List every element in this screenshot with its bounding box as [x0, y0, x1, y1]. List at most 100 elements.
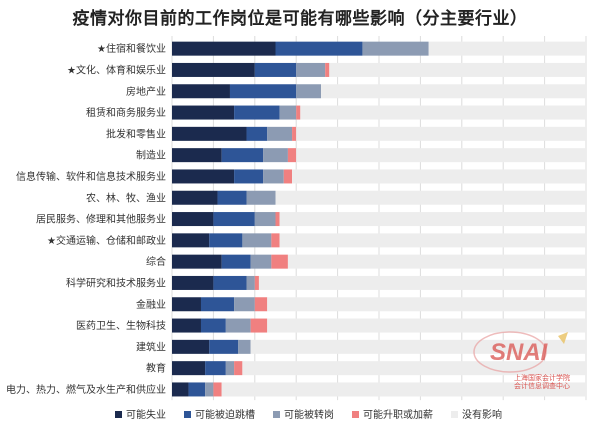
bar-segment — [234, 361, 243, 376]
category-label: 建筑业 — [136, 340, 166, 353]
bar-segment — [225, 361, 235, 376]
bar-segment — [267, 126, 293, 141]
bar-segment — [172, 169, 235, 184]
bar-segment — [213, 382, 222, 397]
bar-segment — [267, 318, 586, 333]
bar-segment — [296, 126, 586, 141]
legend-swatch — [184, 411, 191, 418]
category-label: 居民服务、修理和其他服务业 — [36, 213, 166, 226]
bar-segment — [287, 254, 586, 269]
bar-segment — [263, 148, 288, 163]
legend-swatch — [451, 411, 458, 418]
bar-segment — [172, 148, 222, 163]
bar-segment — [279, 105, 297, 120]
bar-segment — [275, 190, 586, 205]
bar-segment — [275, 212, 280, 227]
category-label: 医药卫生、生物科技 — [76, 319, 166, 332]
bar-segment — [172, 339, 210, 354]
category-label: 制造业 — [136, 149, 166, 162]
bar-segment — [213, 212, 255, 227]
bar-segment — [292, 126, 297, 141]
category-label: 教育 — [146, 362, 166, 375]
bar-segment — [200, 297, 235, 312]
bar-segment — [267, 297, 586, 312]
bar-segment — [296, 105, 301, 120]
bar-segment — [428, 41, 586, 56]
bar-segment — [279, 212, 586, 227]
bar-segment — [172, 84, 230, 99]
bar-segment — [254, 212, 276, 227]
bar-segment — [234, 297, 255, 312]
legend-label: 可能失业 — [126, 408, 166, 421]
bar-segment — [329, 62, 586, 77]
bar-segment — [172, 254, 222, 269]
bar-segment — [283, 169, 293, 184]
category-label: 批发和零售业 — [106, 127, 166, 140]
bar-segment — [221, 382, 586, 397]
legend-label: 没有影响 — [462, 408, 502, 421]
bar-segment — [279, 233, 586, 248]
bar-segment — [250, 254, 272, 269]
bar-segment — [238, 339, 251, 354]
bar-segment — [217, 190, 247, 205]
bar-segment — [246, 190, 276, 205]
bar-segment — [246, 126, 268, 141]
bar-segment — [325, 62, 330, 77]
legend-swatch — [352, 411, 359, 418]
logo-text: SNAI — [490, 339, 549, 366]
category-labels: ★住宿和餐饮业 ★文化、体育和娱乐业房地产业租赁和商务服务业批发和零售业制造业信息… — [6, 42, 166, 396]
bar-segment — [213, 275, 247, 290]
bar-segment — [221, 148, 264, 163]
bar-segment — [271, 254, 288, 269]
category-label: 信息传输、软件和信息技术服务业 — [16, 170, 166, 183]
legend: 可能失业 可能被迫跳槽 可能被转岗 可能升职或加薪 没有影响 — [115, 408, 502, 421]
legend-label: 可能升职或加薪 — [363, 408, 433, 421]
bars — [172, 41, 586, 397]
bar-segment — [254, 297, 268, 312]
bar-segment — [296, 62, 326, 77]
bar-segment — [242, 233, 272, 248]
bar-segment — [205, 361, 226, 376]
bar-segment — [188, 382, 206, 397]
legend-label: 可能被转岗 — [284, 408, 334, 421]
bar-segment — [250, 339, 586, 354]
bar-segment — [172, 233, 210, 248]
bar-segment — [250, 318, 268, 333]
bar-segment — [172, 62, 255, 77]
bar-segment — [296, 84, 322, 99]
bar-segment — [234, 169, 264, 184]
chart-title: 疫情对你目前的工作岗位是可能有哪些影响（分主要行业） — [72, 9, 528, 29]
bar-segment — [172, 212, 214, 227]
bar-segment — [172, 190, 218, 205]
legend-swatch — [115, 411, 122, 418]
bar-segment — [258, 275, 586, 290]
bar-segment — [246, 275, 255, 290]
bar-segment — [234, 105, 280, 120]
legend-label: 可能被迫跳槽 — [195, 408, 255, 421]
bar-segment — [172, 318, 201, 333]
bar-segment — [271, 233, 280, 248]
bar-segment — [209, 339, 239, 354]
category-label: ★住宿和餐饮业 — [97, 42, 166, 55]
category-label: 电力、热力、燃气及水生产和供应业 — [6, 383, 166, 396]
category-label: 综合 — [146, 255, 166, 268]
watermark-caption: 上海国家会计学院 会计信息调查中心 — [492, 374, 592, 390]
category-label: ★交通运输、仓储和邮政业 — [47, 234, 166, 247]
bar-segment — [263, 169, 284, 184]
bar-segment — [292, 169, 586, 184]
watermark-caption-line2: 会计信息调查中心 — [514, 382, 570, 390]
bar-segment — [172, 297, 201, 312]
bar-segment — [321, 84, 586, 99]
category-label: 房地产业 — [126, 85, 166, 98]
legend-swatch — [273, 411, 280, 418]
bar-segment — [254, 275, 259, 290]
bar-segment — [225, 318, 251, 333]
watermark-caption-line1: 上海国家会计学院 — [514, 374, 570, 382]
bar-segment — [275, 41, 363, 56]
bar-segment — [287, 148, 297, 163]
category-label: 租赁和商务服务业 — [86, 106, 166, 119]
category-label: ★文化、体育和娱乐业 — [67, 63, 166, 76]
bar-segment — [362, 41, 429, 56]
bar-segment — [209, 233, 243, 248]
bar-segment — [221, 254, 251, 269]
